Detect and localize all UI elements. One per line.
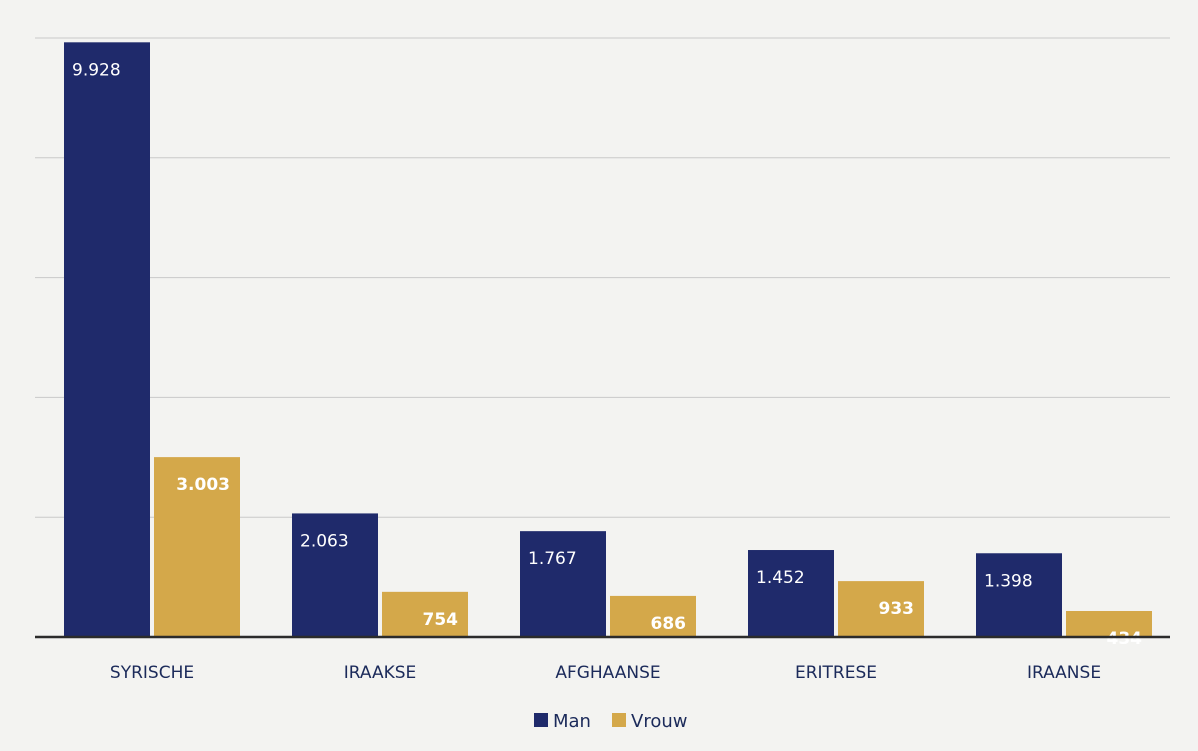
category-label-eritrese: ERITRESE (795, 663, 877, 683)
bar-man-eritrese (748, 550, 834, 637)
data-label-vrouw-iraanse: 434 (1107, 629, 1143, 649)
legend-swatch-vrouw (612, 713, 626, 727)
bar-man-iraanse (976, 553, 1062, 637)
legend: Man Vrouw (534, 711, 687, 732)
bar-vrouw-syrische (154, 457, 240, 637)
category-label-afghaanse: AFGHAANSE (555, 663, 660, 683)
data-label-vrouw-syrische: 3.003 (176, 475, 230, 495)
data-label-man-syrische: 9.928 (72, 60, 121, 80)
data-labels: 9.928 3.003 2.063 754 1.767 686 1.452 933 1.398 4… (72, 60, 1142, 649)
bar-man-afghaanse (520, 531, 606, 637)
bar-man-iraakse (292, 513, 378, 637)
data-label-man-eritrese: 1.452 (756, 568, 805, 588)
data-label-man-iraakse: 2.063 (300, 531, 349, 551)
gridlines (35, 37, 1170, 518)
bar-vrouw-eritrese (838, 581, 924, 637)
category-label-iraanse: IRAANSE (1027, 663, 1101, 683)
category-label-syrische: SYRISCHE (110, 663, 194, 683)
bars (64, 42, 1152, 637)
data-label-man-iraanse: 1.398 (984, 571, 1033, 591)
bar-vrouw-iraanse (1066, 611, 1152, 637)
legend-label-man: Man (553, 711, 591, 732)
data-label-vrouw-afghaanse: 686 (651, 614, 687, 634)
bar-vrouw-iraakse (382, 591, 468, 637)
category-label-iraakse: IRAAKSE (344, 663, 417, 683)
data-label-vrouw-eritrese: 933 (879, 599, 915, 619)
bar-vrouw-afghaanse (610, 595, 696, 637)
category-labels: SYRISCHE IRAAKSE AFGHAANSE ERITRESE IRAANSE (110, 663, 1101, 683)
data-label-man-afghaanse: 1.767 (528, 549, 577, 569)
legend-swatch-man (534, 713, 548, 727)
data-label-vrouw-iraakse: 754 (423, 610, 459, 630)
bar-man-syrische (64, 42, 150, 637)
legend-label-vrouw: Vrouw (631, 711, 687, 732)
